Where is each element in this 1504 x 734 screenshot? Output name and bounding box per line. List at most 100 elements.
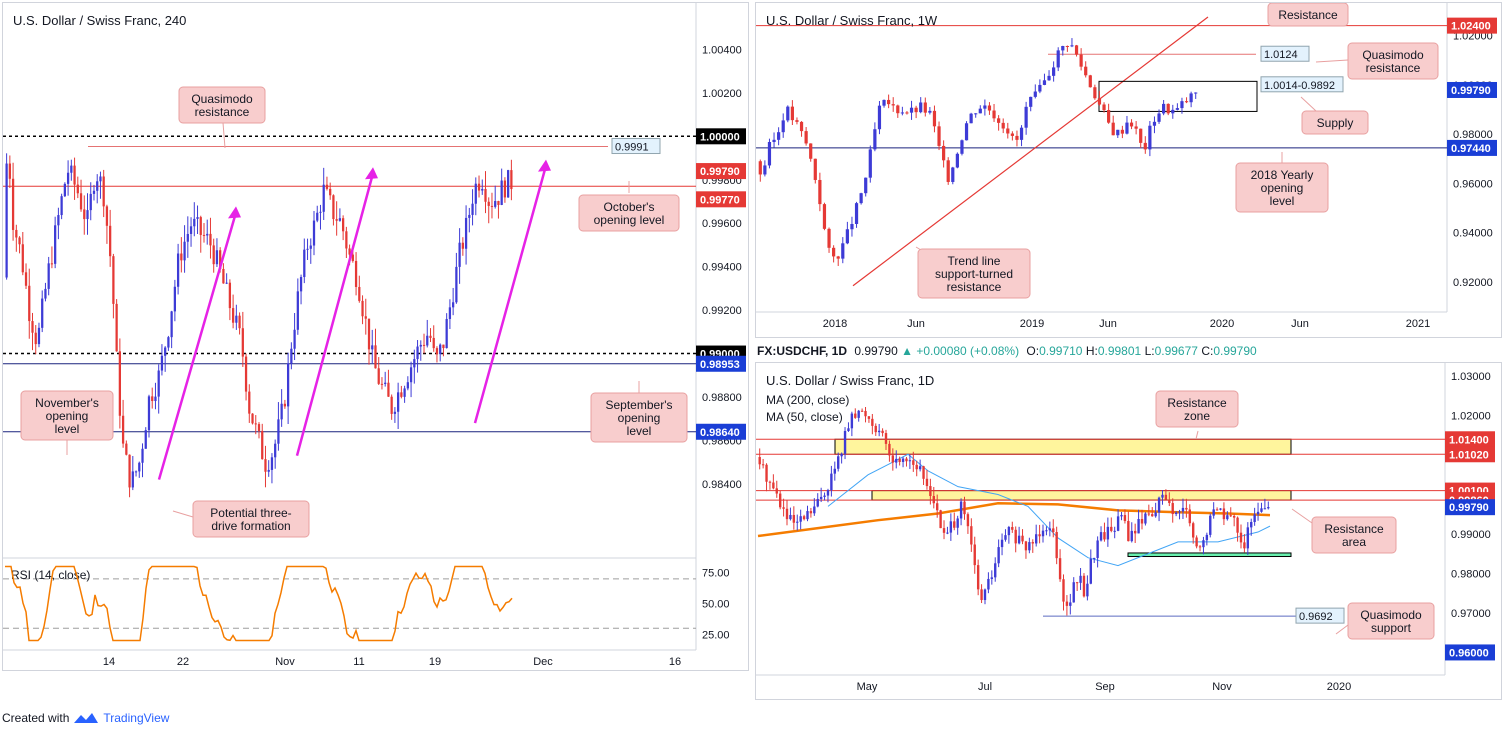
callout-pointer: [172, 510, 194, 518]
candle: [1088, 74, 1092, 88]
candle: [1134, 121, 1138, 135]
d1-chart-panel[interactable]: 1.030001.020001.000000.990000.980000.970…: [755, 362, 1502, 700]
candle: [964, 121, 969, 141]
candle: [361, 295, 364, 325]
y-tick-label: 0.99400: [702, 262, 742, 274]
candle-body: [86, 210, 89, 220]
candle-body: [925, 478, 929, 487]
candle-body: [887, 99, 891, 105]
candle: [871, 413, 874, 435]
candle: [860, 408, 864, 412]
candle: [131, 456, 134, 491]
candle: [898, 456, 901, 466]
candle-body: [1209, 515, 1212, 535]
candle-body: [1070, 45, 1074, 47]
price-tag: [696, 191, 746, 208]
candle-body: [1178, 511, 1181, 513]
candle-body: [1038, 84, 1042, 92]
candle-body: [956, 518, 959, 528]
candle-body: [1084, 66, 1088, 76]
candle: [1069, 593, 1072, 615]
candle: [452, 287, 455, 316]
candle-body: [854, 413, 857, 418]
candle-body: [868, 149, 872, 178]
candle: [1110, 517, 1113, 533]
candle-body: [983, 589, 987, 601]
candle: [854, 201, 859, 228]
candle: [891, 448, 895, 471]
price-tag: [1447, 139, 1497, 156]
candle: [1000, 533, 1004, 556]
candle-body: [1014, 529, 1017, 544]
candle: [31, 312, 34, 351]
candle-body: [818, 179, 822, 205]
candle-body: [345, 231, 348, 249]
w1-chart-panel[interactable]: 1.020001.000000.980000.960000.940000.920…: [755, 2, 1502, 338]
candle: [1246, 522, 1250, 555]
callout-text: resistance: [195, 105, 250, 119]
candle-body: [1007, 527, 1011, 536]
candle: [50, 246, 54, 269]
y-tick-label: 0.98800: [702, 392, 742, 404]
candle-body: [144, 430, 147, 449]
candle: [86, 193, 89, 235]
candle: [758, 159, 762, 182]
candle: [782, 498, 785, 517]
candle-body: [1047, 75, 1051, 81]
candle: [1113, 526, 1116, 539]
callout-box: [917, 248, 1031, 299]
candle-body: [503, 180, 507, 198]
candle: [992, 103, 996, 122]
candle-body: [387, 382, 390, 397]
d1-chart[interactable]: 1.030001.020001.000000.990000.980000.970…: [756, 363, 1502, 700]
candle: [1006, 122, 1010, 139]
high-label: H:: [1085, 344, 1098, 358]
price-tag-label: 1.01400: [1449, 434, 1489, 446]
candle: [500, 168, 503, 206]
candle-body: [89, 193, 92, 211]
candle: [274, 439, 277, 469]
candle-body: [183, 241, 186, 261]
candle-body: [109, 225, 112, 257]
candle: [248, 384, 251, 423]
candle-body: [978, 108, 982, 114]
candle: [1007, 525, 1011, 544]
candle: [942, 520, 946, 540]
candle-body: [338, 218, 342, 221]
h4-chart[interactable]: 1.004001.002001.000000.998000.996000.994…: [3, 3, 749, 671]
candle-body: [474, 183, 477, 204]
candle: [1194, 92, 1198, 99]
close-label: C:: [1201, 344, 1214, 358]
candle-body: [157, 370, 160, 397]
candle-body: [843, 430, 847, 454]
candle-body: [1151, 514, 1154, 517]
candle: [367, 318, 371, 365]
candle: [777, 127, 781, 146]
candle: [974, 113, 978, 118]
w1-chart[interactable]: 1.020001.000000.980000.960000.940000.920…: [756, 3, 1502, 338]
candle: [231, 294, 235, 329]
candle: [264, 445, 267, 488]
candle-body: [225, 282, 228, 284]
candle: [854, 408, 857, 419]
callout-box: [1347, 42, 1439, 80]
candle-body: [973, 544, 976, 566]
candle: [1162, 99, 1166, 116]
ma50-legend: MA (50, close): [766, 410, 843, 424]
candle: [1093, 84, 1097, 100]
candle-body: [1260, 508, 1263, 512]
candle: [914, 105, 918, 119]
h4-chart-panel[interactable]: 1.004001.002001.000000.998000.996000.994…: [2, 2, 749, 671]
ma200-line: [757, 501, 1271, 538]
candle-body: [859, 193, 863, 204]
candle-body: [974, 113, 978, 115]
candle-body: [970, 526, 973, 545]
candle-body: [1056, 50, 1060, 68]
candle-body: [377, 368, 380, 384]
candle: [1209, 513, 1212, 538]
candle-body: [765, 464, 768, 482]
candle-body: [905, 458, 908, 462]
footer-brand[interactable]: TradingView: [103, 711, 170, 725]
candle-body: [936, 503, 939, 511]
